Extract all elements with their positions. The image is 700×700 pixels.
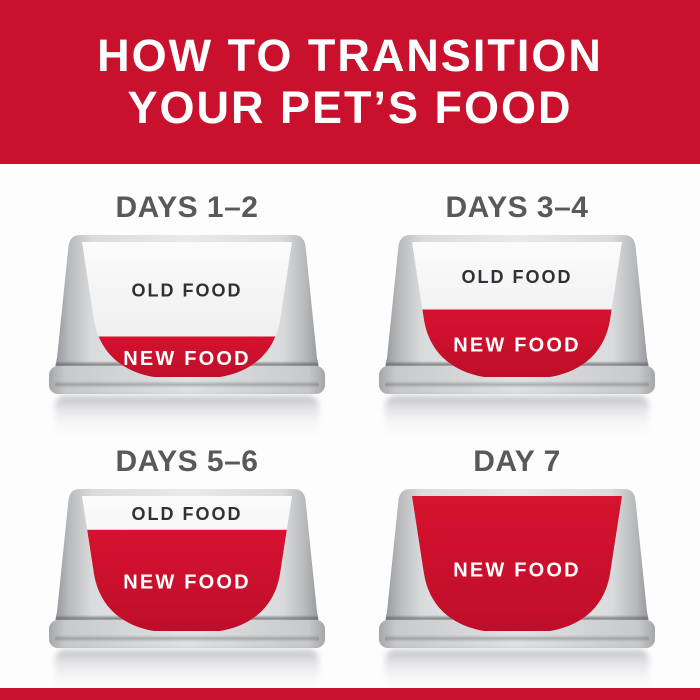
- day-label: DAY 7: [473, 445, 561, 478]
- day-label: DAYS 5–6: [115, 445, 259, 478]
- day-label: DAYS 1–2: [115, 191, 259, 224]
- new-food-label: NEW FOOD: [453, 334, 581, 356]
- bowl-section-days-3-4: DAYS 3–4 OLD FOOD NEW FOOD: [377, 190, 657, 440]
- bowl-reflection: [385, 650, 649, 694]
- bowl-foot-shade: [385, 381, 649, 388]
- new-food-label: NEW FOOD: [123, 571, 251, 593]
- new-food-label: NEW FOOD: [453, 560, 581, 582]
- new-food-label: NEW FOOD: [123, 348, 251, 370]
- bowl-section-days-5-6: DAYS 5–6 OLD FOOD NEW FOOD: [47, 444, 327, 694]
- day-label: DAYS 3–4: [445, 191, 589, 224]
- bowl-illustration: NEW FOOD: [379, 489, 655, 648]
- new-food-fill: [412, 496, 622, 631]
- bowl-illustration: OLD FOOD NEW FOOD: [49, 489, 325, 648]
- footer-bar: [0, 688, 700, 700]
- bowl-reflection: [55, 650, 319, 694]
- bowl-foot-shade: [55, 635, 319, 642]
- title-line-1: HOW TO TRANSITION: [97, 30, 603, 81]
- bowl-foot-shade: [55, 381, 319, 388]
- old-food-label: OLD FOOD: [132, 504, 243, 524]
- bowl-section-days-1-2: DAYS 1–2 OLD FOOD NEW FOOD: [47, 190, 327, 440]
- bowl-illustration: OLD FOOD NEW FOOD: [49, 235, 325, 394]
- bowl-reflection: [55, 396, 319, 440]
- header-banner: HOW TO TRANSITION YOUR PET’S FOOD: [0, 0, 700, 164]
- bowl-illustration: OLD FOOD NEW FOOD: [379, 235, 655, 394]
- bowl-reflection: [385, 396, 649, 440]
- new-food-fill: [82, 529, 292, 631]
- title-line-2: YOUR PET’S FOOD: [127, 82, 573, 133]
- bowl-section-day-7: DAY 7 NEW FOOD: [377, 444, 657, 694]
- old-food-label: OLD FOOD: [462, 267, 573, 287]
- old-food-label: OLD FOOD: [132, 280, 243, 300]
- bowl-foot-shade: [385, 635, 649, 642]
